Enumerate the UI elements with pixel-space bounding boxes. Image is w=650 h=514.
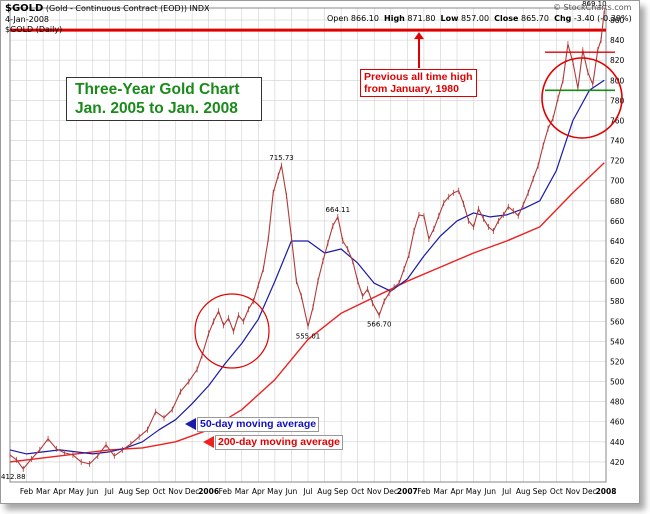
y-tick-label: 620: [610, 257, 625, 266]
y-tick-label: 460: [610, 418, 625, 427]
y-tick-label: 420: [610, 458, 625, 467]
x-tick-label: Nov: [168, 487, 183, 496]
y-tick-label: 580: [610, 297, 625, 306]
x-tick-label: Nov: [566, 487, 581, 496]
point-label: 412.88: [1, 473, 26, 481]
date: 4-Jan-2008: [5, 15, 49, 24]
series-legend: $GOLD (Daily): [5, 25, 63, 34]
consolidation-circle-2007: [541, 57, 623, 139]
chart-title: Three-Year Gold Chart: [75, 81, 240, 98]
ma50-series-line: [9, 79, 605, 455]
chart-subtitle: Jan. 2005 to Jan. 2008: [75, 100, 238, 117]
y-tick-label: 520: [610, 357, 625, 366]
x-tick-label: Mar: [36, 487, 51, 496]
x-tick-label: Jul: [501, 487, 511, 496]
ma200-arrow: [203, 436, 214, 448]
point-label-layer: 412.88 715.73 555.01 664.11 566.70 869.10: [1, 0, 607, 481]
x-tick-label: 2008: [596, 487, 617, 496]
y-tick-label: 780: [610, 96, 625, 105]
point-label: 566.70: [367, 321, 392, 329]
consolidation-circle-2006: [194, 293, 270, 369]
x-tick-label: Dec: [185, 487, 200, 496]
record-arrow-head: [414, 32, 424, 40]
y-tick-label: 660: [610, 217, 625, 226]
x-tick-label: Oct: [351, 487, 364, 496]
price-series-line: [9, 10, 605, 470]
y-tick-label: 700: [610, 177, 625, 186]
x-tick-label: Feb: [20, 487, 34, 496]
x-tick-label: Dec: [582, 487, 597, 496]
chart-title-box: Three-Year Gold Chart Jan. 2005 to Jan. …: [66, 77, 262, 121]
y-tick-label: 800: [610, 76, 625, 85]
y-tick-label: 560: [610, 317, 625, 326]
y-tick-label: 820: [610, 56, 625, 65]
y-tick-label: 840: [610, 36, 625, 45]
x-tick-label: 2006: [198, 487, 219, 496]
symbol: $GOLD: [5, 3, 44, 14]
x-tick-label: Apr: [451, 487, 465, 496]
x-tick-label: Oct: [153, 487, 166, 496]
x-tick-label: Jun: [86, 487, 99, 496]
x-tick-label: May: [68, 487, 84, 496]
x-tick-label: Oct: [550, 487, 563, 496]
x-tick-label: Sep: [533, 487, 547, 496]
annotation-layer: [185, 51, 623, 448]
x-tick-label: Jul: [104, 487, 114, 496]
y-tick-label: 440: [610, 438, 625, 447]
axis-layer: 420 440 460 480 500 520 540 560 580 600 620 640 660 6…: [9, 7, 625, 496]
point-label: 869.10: [582, 0, 607, 8]
ma50-note: 50-day moving average: [197, 417, 320, 432]
y-tick-label: 480: [610, 398, 625, 407]
x-tick-label: Sep: [135, 487, 149, 496]
x-tick-label: Aug: [119, 487, 134, 496]
y-tick-label: 540: [610, 337, 625, 346]
x-tick-label: Sep: [334, 487, 348, 496]
x-tick-label: Mar: [235, 487, 250, 496]
record-high-note: Previous all time high from January, 198…: [360, 69, 477, 97]
x-tick-label: May: [267, 487, 283, 496]
x-tick-label: 2007: [397, 487, 418, 496]
x-tick-label: May: [466, 487, 482, 496]
ma50-arrow: [185, 418, 196, 430]
point-label: 664.11: [326, 206, 351, 214]
y-tick-label: 500: [610, 378, 625, 387]
ohlc-readout: Open 866.10 High 871.80 Low 857.00 Close…: [327, 14, 632, 23]
x-tick-label: Nov: [367, 487, 382, 496]
y-tick-label: 760: [610, 116, 625, 125]
ma200-note: 200-day moving average: [215, 435, 343, 450]
x-tick-label: Jul: [302, 487, 312, 496]
x-tick-label: Aug: [516, 487, 531, 496]
x-tick-label: Jun: [483, 487, 496, 496]
y-tick-label: 720: [610, 157, 625, 166]
x-tick-label: Apr: [252, 487, 266, 496]
x-tick-label: Apr: [53, 487, 67, 496]
y-tick-label: 640: [610, 237, 625, 246]
series-layer: [9, 8, 605, 472]
record-line-layer: [10, 28, 606, 68]
description: (Gold - Continuous Contract (EOD)): [45, 4, 187, 13]
x-tick-label: Aug: [317, 487, 332, 496]
y-tick-label: 680: [610, 197, 625, 206]
x-tick-label: Feb: [417, 487, 431, 496]
plot-border: [9, 7, 607, 483]
watermark: © StockCharts.com: [553, 3, 632, 12]
y-tick-label: 740: [610, 137, 625, 146]
y-tick-label: 860: [610, 16, 625, 25]
grid-layer: [10, 8, 607, 482]
x-tick-label: Feb: [219, 487, 233, 496]
exchange: INDX: [189, 4, 210, 13]
point-label: 715.73: [269, 154, 294, 162]
x-tick-label: Dec: [384, 487, 399, 496]
x-tick-label: Jun: [285, 487, 298, 496]
point-label: 555.01: [296, 332, 321, 340]
y-tick-label: 600: [610, 277, 625, 286]
x-tick-label: Mar: [433, 487, 448, 496]
